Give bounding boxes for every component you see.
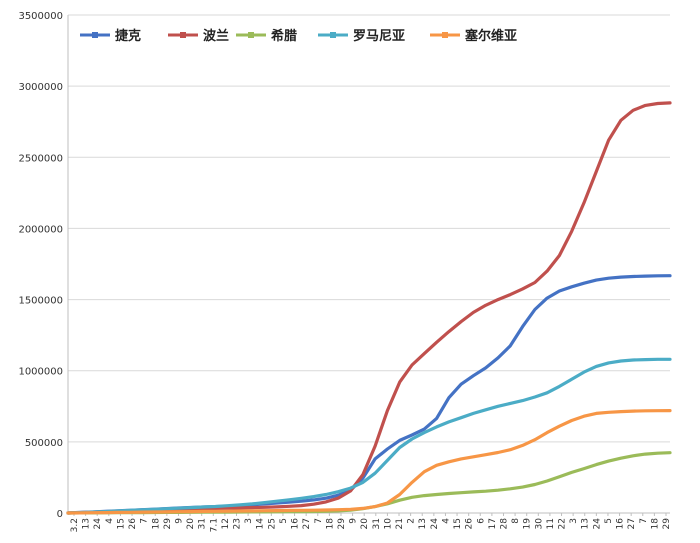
x-tick-label: 7: [140, 518, 150, 524]
x-tick-label: 18: [325, 518, 335, 530]
x-tick-label: 31: [372, 518, 382, 529]
x-tick-label: 20: [186, 518, 196, 530]
x-tick-label: 3: [569, 518, 579, 524]
x-tick-label: 30: [534, 518, 544, 530]
y-axis-ticks: 0 500000 1000000 1500000 2000000 2500000 30000…: [18, 11, 63, 520]
x-tick-label: 25: [267, 518, 277, 529]
x-tick-label: 2: [407, 518, 417, 524]
x-tick-label: 5: [279, 518, 289, 524]
x-tick-label: 13: [82, 518, 92, 529]
x-tick-label: 31: [198, 518, 208, 529]
x-tick-label: 9: [174, 518, 184, 524]
x-tick-label: 7.1: [209, 518, 219, 532]
x-tick-label: 14: [256, 518, 266, 530]
x-tick-label: 24: [93, 518, 103, 530]
x-tick-label: 8: [511, 518, 521, 524]
legend-label: 希腊: [271, 28, 297, 44]
x-tick-label: 4: [105, 518, 115, 524]
x-tick-label: 22: [558, 518, 568, 529]
x-tick-label: 3: [244, 518, 254, 524]
series-line-3: [66, 357, 672, 515]
x-tick-label: 18: [650, 518, 660, 530]
legend: 捷克 波兰 希腊 罗马尼亚 塞尔维亚: [80, 28, 517, 44]
x-tick-label: 13: [581, 518, 591, 529]
x-tick-label: 12: [221, 518, 231, 529]
x-tick-label: 16: [616, 518, 626, 530]
x-tick-label: 15: [453, 518, 463, 529]
x-tick-label: 7: [639, 518, 649, 524]
y-tick-label: 1000000: [18, 367, 63, 378]
x-tick-label: 23: [233, 518, 243, 529]
x-tick-label: 13: [418, 518, 428, 529]
legend-marker: [330, 32, 336, 38]
x-tick-label: 18: [151, 518, 161, 530]
legend-label: 捷克: [115, 28, 141, 44]
x-tick-label: 17: [488, 518, 498, 529]
legend-marker: [248, 32, 254, 38]
x-tick-label: 6: [476, 518, 486, 524]
legend-label: 塞尔维亚: [465, 28, 517, 44]
x-tick-label: 16: [291, 518, 301, 530]
y-tick-label: 3000000: [18, 82, 63, 93]
x-tick-label: 9: [349, 518, 359, 524]
legend-label: 波兰: [203, 28, 229, 44]
x-tick-label: 24: [592, 518, 602, 530]
x-tick-label: 19: [523, 518, 533, 530]
x-tick-label: 27: [302, 518, 312, 529]
series-line-1: [66, 101, 672, 515]
x-tick-label: 15: [116, 518, 126, 529]
x-tick-label: 29: [662, 518, 672, 530]
x-tick-label: 26: [465, 518, 475, 530]
series-line-4: [66, 409, 672, 515]
x-axis-ticks: 3.2 13 24 4 15 26 7 18 29 9 20 31 7.1 12 23 3 14 25 5 16 27 7…: [70, 513, 672, 532]
y-tick-label: 500000: [25, 438, 63, 449]
x-tick-label: 7: [314, 518, 324, 524]
x-tick-label: 10: [383, 518, 393, 530]
x-tick-label: 29: [337, 518, 347, 530]
y-tick-label: 2000000: [18, 224, 63, 235]
legend-marker: [180, 32, 186, 38]
x-tick-label: 20: [360, 518, 370, 530]
y-tick-label: 0: [57, 509, 63, 520]
x-tick-label: 24: [430, 518, 440, 530]
x-tick-label: 5: [604, 518, 614, 524]
legend-marker: [442, 32, 448, 38]
y-tick-label: 3500000: [18, 11, 63, 22]
x-tick-label: 4: [441, 518, 451, 524]
x-tick-label: 3.2: [70, 518, 80, 532]
x-tick-label: 26: [128, 518, 138, 530]
y-tick-label: 1500000: [18, 296, 63, 307]
x-tick-label: 29: [163, 518, 173, 530]
legend-label: 罗马尼亚: [353, 29, 405, 44]
x-tick-label: 11: [546, 518, 556, 529]
x-tick-label: 27: [627, 518, 637, 529]
x-tick-label: 28: [499, 518, 509, 530]
y-tick-label: 2500000: [18, 153, 63, 164]
x-tick-label: 21: [395, 518, 405, 529]
series-lines: [66, 101, 672, 515]
gridlines: [67, 14, 670, 514]
legend-marker: [92, 32, 98, 38]
